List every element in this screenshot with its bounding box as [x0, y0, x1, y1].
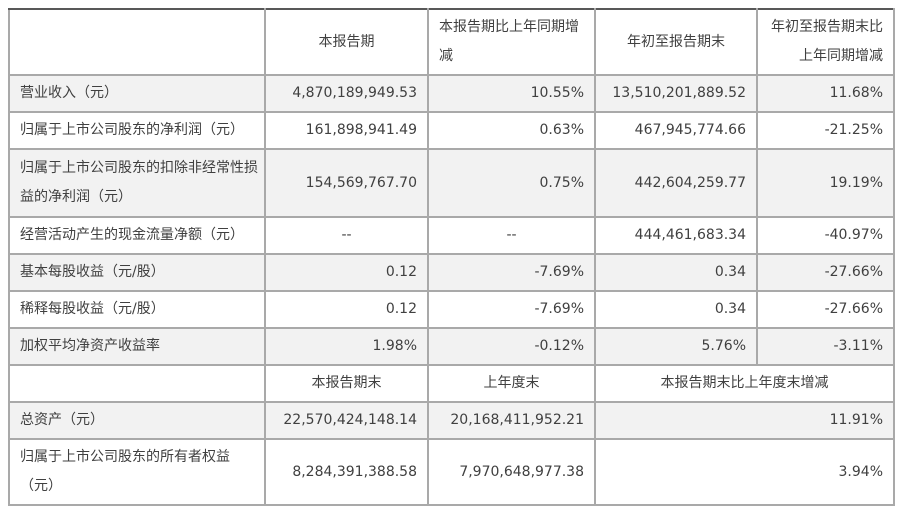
top-header-ytd-yoy-change: 年初至报告期末比上年同期增减 [756, 8, 895, 76]
mid-header-change-vs-prior-year-end: 本报告期末比上年度末增减 [594, 364, 895, 403]
cell-prior-year-end: 20,168,411,952.21 [427, 401, 596, 440]
cell-prior-year-end: 7,970,648,977.38 [427, 438, 596, 506]
cell-change-vs-prior-year-end: 3.94% [594, 438, 895, 506]
cell-current-period: 154,569,767.70 [264, 148, 429, 218]
cell-ytd-yoy-change: 11.68% [756, 74, 895, 113]
financial-summary-table: 本报告期 本报告期比上年同期增减 年初至报告期末 年初至报告期末比上年同期增减 … [8, 8, 895, 506]
cell-ytd-yoy-change: -21.25% [756, 111, 895, 150]
cell-ytd-yoy-change: -27.66% [756, 253, 895, 292]
cell-ytd: 0.34 [594, 253, 758, 292]
table-row-operating-cash-flow: 经营活动产生的现金流量净额（元） -- -- 444,461,683.34 -4… [8, 216, 895, 255]
cell-yoy-change: -7.69% [427, 290, 596, 329]
top-header-row: 本报告期 本报告期比上年同期增减 年初至报告期末 年初至报告期末比上年同期增减 [8, 8, 895, 76]
top-header-ytd: 年初至报告期末 [594, 8, 758, 76]
cell-ytd: 5.76% [594, 327, 758, 366]
table-row-basic-eps: 基本每股收益（元/股） 0.12 -7.69% 0.34 -27.66% [8, 253, 895, 292]
cell-current-period: -- [264, 216, 429, 255]
table-row-net-profit-excl-nonrecurring: 归属于上市公司股东的扣除非经常性损益的净利润（元） 154,569,767.70… [8, 148, 895, 218]
cell-ytd: 444,461,683.34 [594, 216, 758, 255]
table-row-diluted-eps: 稀释每股收益（元/股） 0.12 -7.69% 0.34 -27.66% [8, 290, 895, 329]
cell-yoy-change: 0.63% [427, 111, 596, 150]
cell-yoy-change: 10.55% [427, 74, 596, 113]
report-table-container: 本报告期 本报告期比上年同期增减 年初至报告期末 年初至报告期末比上年同期增减 … [8, 8, 895, 506]
cell-current-period: 0.12 [264, 253, 429, 292]
cell-ytd-yoy-change: -3.11% [756, 327, 895, 366]
cell-label: 归属于上市公司股东的扣除非经常性损益的净利润（元） [8, 148, 266, 218]
cell-label: 归属于上市公司股东的所有者权益（元） [8, 438, 266, 506]
cell-ytd-yoy-change: -27.66% [756, 290, 895, 329]
cell-current-period: 1.98% [264, 327, 429, 366]
table-row-total-assets: 总资产（元） 22,570,424,148.14 20,168,411,952.… [8, 401, 895, 440]
cell-ytd: 13,510,201,889.52 [594, 74, 758, 113]
table-row-weighted-avg-roe: 加权平均净资产收益率 1.98% -0.12% 5.76% -3.11% [8, 327, 895, 366]
cell-period-end: 8,284,391,388.58 [264, 438, 429, 506]
top-header-current-period: 本报告期 [264, 8, 429, 76]
cell-ytd: 467,945,774.66 [594, 111, 758, 150]
cell-label: 稀释每股收益（元/股） [8, 290, 266, 329]
cell-yoy-change: -7.69% [427, 253, 596, 292]
cell-ytd-yoy-change: 19.19% [756, 148, 895, 218]
mid-header-prior-year-end: 上年度末 [427, 364, 596, 403]
cell-current-period: 0.12 [264, 290, 429, 329]
top-header-blank-cell [8, 8, 266, 76]
cell-label: 营业收入（元） [8, 74, 266, 113]
cell-label: 基本每股收益（元/股） [8, 253, 266, 292]
top-header-yoy-change: 本报告期比上年同期增减 [427, 8, 596, 76]
cell-label: 经营活动产生的现金流量净额（元） [8, 216, 266, 255]
cell-ytd-yoy-change: -40.97% [756, 216, 895, 255]
table-row-operating-revenue: 营业收入（元） 4,870,189,949.53 10.55% 13,510,2… [8, 74, 895, 113]
table-row-net-profit: 归属于上市公司股东的净利润（元） 161,898,941.49 0.63% 46… [8, 111, 895, 150]
cell-period-end: 22,570,424,148.14 [264, 401, 429, 440]
cell-ytd: 0.34 [594, 290, 758, 329]
cell-change-vs-prior-year-end: 11.91% [594, 401, 895, 440]
cell-yoy-change: -- [427, 216, 596, 255]
mid-header-blank-cell [8, 364, 266, 403]
cell-yoy-change: 0.75% [427, 148, 596, 218]
table-row-shareholders-equity: 归属于上市公司股东的所有者权益（元） 8,284,391,388.58 7,97… [8, 438, 895, 506]
cell-ytd: 442,604,259.77 [594, 148, 758, 218]
mid-header-row: 本报告期末 上年度末 本报告期末比上年度末增减 [8, 364, 895, 403]
cell-yoy-change: -0.12% [427, 327, 596, 366]
cell-current-period: 4,870,189,949.53 [264, 74, 429, 113]
cell-current-period: 161,898,941.49 [264, 111, 429, 150]
cell-label: 归属于上市公司股东的净利润（元） [8, 111, 266, 150]
mid-header-period-end: 本报告期末 [264, 364, 429, 403]
cell-label: 总资产（元） [8, 401, 266, 440]
cell-label: 加权平均净资产收益率 [8, 327, 266, 366]
